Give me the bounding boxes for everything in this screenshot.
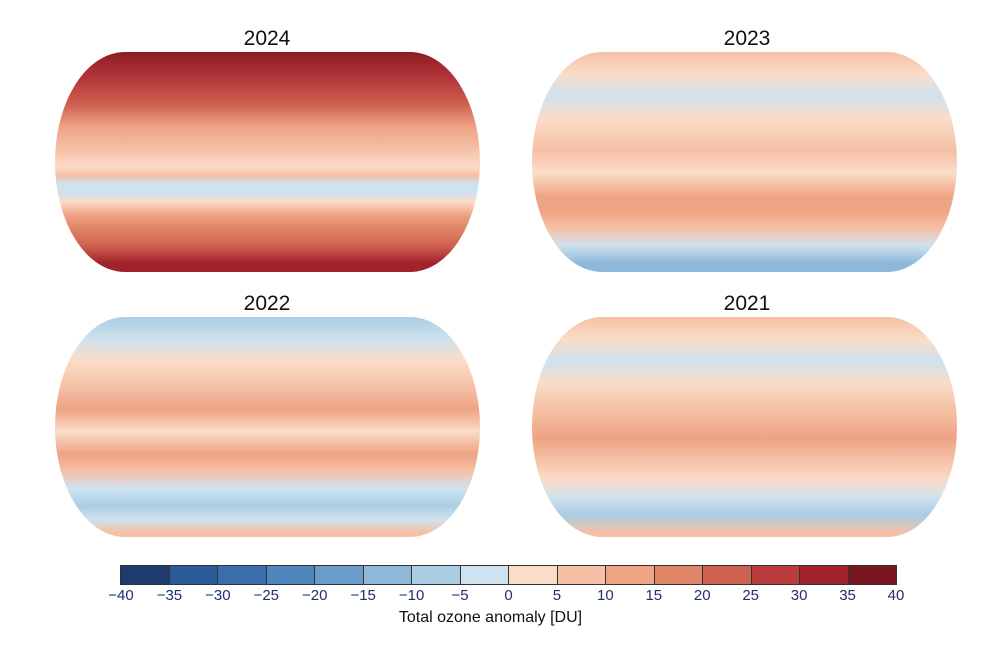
colorbar-tick-label: −20: [302, 587, 328, 604]
colorbar-tick-label: −35: [156, 587, 183, 604]
map-2024: [55, 52, 480, 272]
colorbar-tick-label: 10: [597, 587, 614, 604]
colorbar-segment: [509, 566, 558, 584]
colorbar-tick-label: 30: [790, 587, 808, 604]
panel-title-2024: 2024: [243, 27, 291, 50]
colorbar-segment: [557, 566, 606, 584]
colorbar-tick-label: 15: [645, 587, 663, 604]
colorbar-segment: [848, 566, 896, 584]
colorbar-segment: [121, 566, 170, 584]
colorbar-segment: [363, 566, 412, 584]
colorbar-segment: [315, 566, 364, 584]
colorbar-segment: [654, 566, 703, 584]
colorbar-tick-label: 5: [552, 587, 562, 604]
panel-title-2021: 2021: [723, 292, 771, 315]
colorbar-segment: [703, 566, 752, 584]
colorbar: [120, 565, 897, 585]
colorbar-segment: [218, 566, 267, 584]
panel-title-2023: 2023: [723, 27, 771, 50]
colorbar-segment: [412, 566, 461, 584]
colorbar-segment: [266, 566, 315, 584]
colorbar-segment: [751, 566, 800, 584]
colorbar-segment: [460, 566, 509, 584]
colorbar-tick-label: −30: [205, 587, 231, 604]
map-2021: [532, 317, 957, 537]
colorbar-tick-label: −15: [350, 587, 376, 604]
colorbar-tick-label: 25: [742, 587, 760, 604]
map-2023: [532, 52, 957, 272]
colorbar-tick-label: 35: [839, 587, 856, 604]
colorbar-tick-label: 0: [504, 587, 513, 604]
colorbar-tick-label: 20: [693, 587, 711, 604]
colorbar-label: Total ozone anomaly [DU]: [398, 609, 583, 626]
colorbar-segment: [606, 566, 655, 584]
colorbar-segment: [800, 566, 849, 584]
colorbar-segment: [169, 566, 218, 584]
colorbar-tick-label: −25: [253, 587, 280, 604]
colorbar-tick-label: −5: [451, 587, 469, 604]
panel-title-2022: 2022: [243, 292, 291, 315]
colorbar-tick-label: −40: [108, 587, 134, 604]
colorbar-tick-label: 40: [887, 587, 905, 604]
map-2022: [55, 317, 480, 537]
colorbar-tick-label: −10: [398, 587, 425, 604]
